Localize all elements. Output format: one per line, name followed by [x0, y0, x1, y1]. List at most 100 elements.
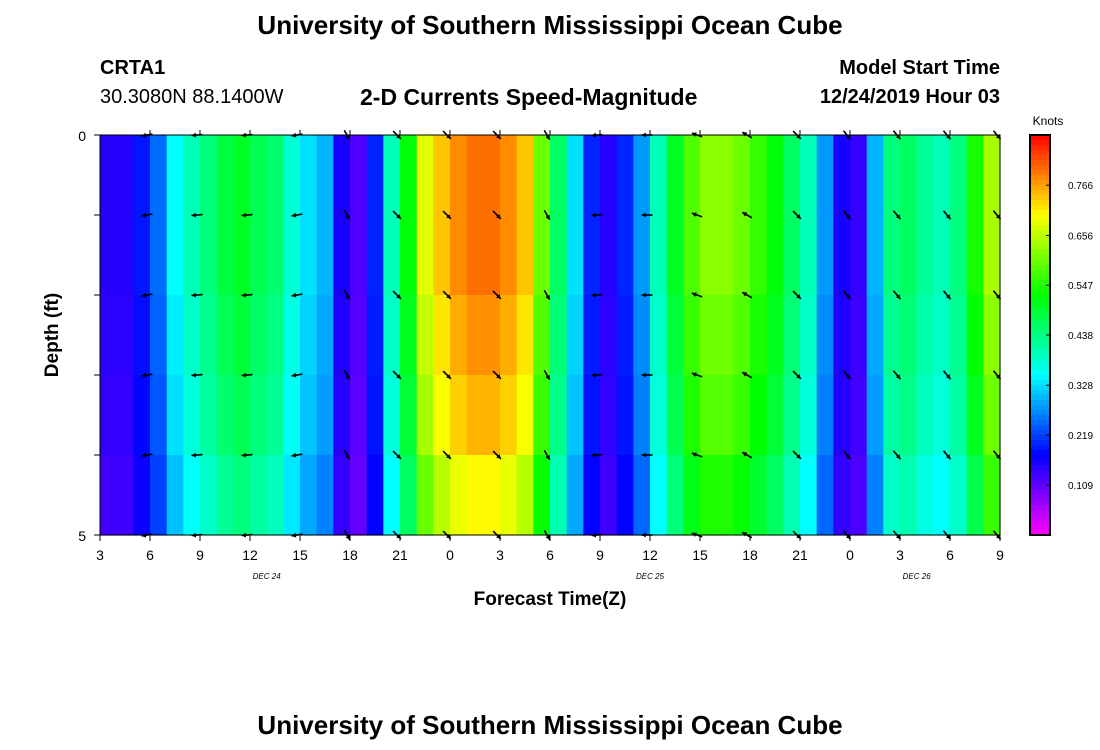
heatmap-cell — [616, 455, 634, 536]
heatmap-cell — [800, 455, 818, 536]
heatmap-cell — [866, 375, 884, 456]
heatmap-cell — [916, 135, 934, 216]
heatmap-cell — [766, 295, 784, 376]
x-tick-label: 18 — [742, 547, 758, 563]
colorbar-segment — [1030, 515, 1050, 521]
heatmap-cell — [633, 215, 651, 296]
heatmap-cell — [233, 215, 251, 296]
heatmap-cell — [850, 215, 868, 296]
heatmap-cell — [366, 375, 384, 456]
heatmap-cell — [416, 295, 434, 376]
current-vector-arrow — [492, 130, 502, 140]
x-tick-label: 3 — [896, 547, 904, 563]
heatmap-cell — [250, 135, 268, 216]
current-vector-arrow — [492, 370, 502, 380]
current-vector-arrow — [992, 130, 1002, 140]
colorbar-segment — [1030, 280, 1050, 286]
colorbar-segment — [1030, 250, 1050, 256]
current-vector-arrow — [141, 132, 153, 138]
colorbar-segment — [1030, 155, 1050, 161]
heatmap-cell — [466, 135, 484, 216]
colorbar-segment — [1030, 365, 1050, 371]
heatmap-cell — [550, 375, 568, 456]
heatmap-cell — [900, 135, 918, 216]
heatmap-cell — [333, 455, 351, 536]
current-vector-arrow — [591, 212, 603, 218]
station-coords: 30.3080N 88.1400W — [100, 86, 284, 108]
colorbar-segment — [1030, 185, 1050, 191]
heatmap-cell — [433, 215, 451, 296]
x-tick-label: 9 — [596, 547, 604, 563]
current-vector-arrow — [792, 290, 802, 300]
heatmap-cell — [366, 455, 384, 536]
colorbar-segment — [1030, 310, 1050, 316]
current-vector-arrow — [992, 210, 1002, 220]
current-vector-arrow — [691, 452, 703, 458]
current-vector-arrow — [543, 289, 551, 301]
colorbar-segment — [1030, 165, 1050, 171]
heatmap-cell — [800, 375, 818, 456]
heatmap-cell — [683, 375, 701, 456]
colorbar-segment — [1030, 195, 1050, 201]
heatmap-cell — [666, 375, 684, 456]
heatmap-cell — [400, 455, 418, 536]
colorbar-segment — [1030, 500, 1050, 506]
heatmap-cell — [533, 455, 551, 536]
colorbar-segment — [1030, 380, 1050, 386]
colorbar-segment — [1030, 150, 1050, 156]
x-tick-label: 0 — [846, 547, 854, 563]
heatmap-cell — [316, 375, 334, 456]
colorbar-segment — [1030, 145, 1050, 151]
heatmap-cell — [300, 375, 318, 456]
current-vector-arrow — [241, 532, 253, 538]
heatmap-cell — [200, 215, 218, 296]
heatmap-cell — [366, 215, 384, 296]
current-vector-arrow — [641, 292, 653, 298]
current-vector-arrow — [241, 372, 253, 378]
heatmap-cell — [433, 455, 451, 536]
heatmap-cell — [883, 295, 901, 376]
current-vector-arrow — [792, 130, 802, 140]
heatmap-cell — [950, 135, 968, 216]
page-title: University of Southern Mississippi Ocean… — [257, 10, 843, 40]
current-vector-arrow — [442, 290, 452, 300]
colorbar-segment — [1030, 285, 1050, 291]
x-tick-label: 9 — [996, 547, 1004, 563]
heatmap-cell — [816, 215, 834, 296]
heatmap-cell — [100, 375, 118, 456]
heatmap-cell — [733, 455, 751, 536]
heatmap-cell — [766, 135, 784, 216]
heatmap-cell — [666, 455, 684, 536]
heatmap-cell — [966, 455, 984, 536]
current-vector-arrow — [842, 210, 852, 220]
heatmap-cell — [983, 135, 1001, 216]
colorbar-segment — [1030, 480, 1050, 486]
heatmap-cell — [716, 215, 734, 296]
heatmap-cell — [266, 135, 284, 216]
colorbar-segment — [1030, 420, 1050, 426]
colorbar-segment — [1030, 330, 1050, 336]
heatmap-cell — [983, 455, 1001, 536]
current-vector-arrow — [641, 212, 653, 218]
x-tick-label: 15 — [692, 547, 708, 563]
y-tick-label: 5 — [78, 528, 86, 544]
heatmap-cell — [983, 215, 1001, 296]
current-vector-arrow — [141, 212, 153, 218]
heatmap-cell — [783, 375, 801, 456]
date-label: DEC 25 — [636, 572, 665, 581]
colorbar-segment — [1030, 210, 1050, 216]
heatmap-cell — [816, 135, 834, 216]
model-start-time: 12/24/2019 Hour 03 — [819, 86, 1000, 108]
colorbar-tick-label: 0.219 — [1068, 431, 1093, 442]
heatmap-cell — [183, 135, 201, 216]
heatmap-cell — [183, 215, 201, 296]
current-vector-arrow — [691, 132, 703, 138]
current-vector-arrow — [691, 292, 703, 298]
heatmap-cell — [433, 135, 451, 216]
current-vector-arrow — [543, 449, 551, 461]
heatmap-cell — [616, 375, 634, 456]
colorbar-segment — [1030, 190, 1050, 196]
heatmap-cell — [500, 295, 518, 376]
current-vector-arrow — [691, 372, 703, 378]
heatmap-cell — [216, 135, 234, 216]
